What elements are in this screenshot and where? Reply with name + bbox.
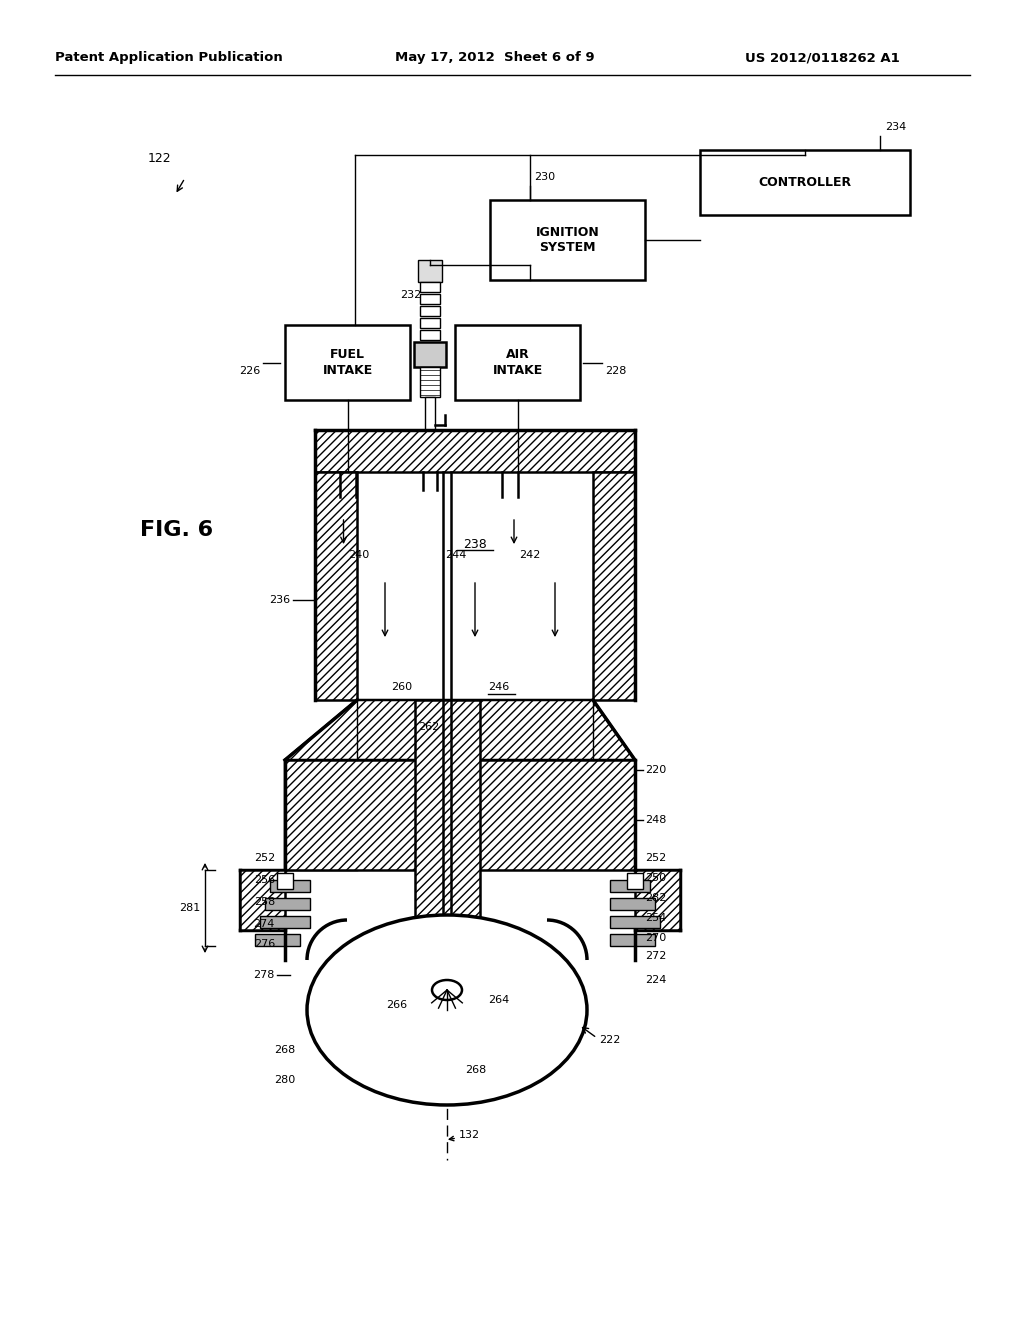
Text: Patent Application Publication: Patent Application Publication [55, 51, 283, 65]
Bar [260, 916, 310, 928]
Bar [270, 880, 310, 892]
Bar [425, 397, 435, 432]
Text: 276: 276 [254, 939, 275, 949]
Text: 268: 268 [273, 1045, 295, 1055]
Text: 122: 122 [148, 152, 172, 165]
Text: 274: 274 [254, 919, 275, 929]
Text: 248: 248 [645, 814, 667, 825]
Bar [240, 870, 285, 931]
Text: 236: 236 [269, 595, 290, 605]
Text: 240: 240 [348, 550, 370, 560]
Text: May 17, 2012  Sheet 6 of 9: May 17, 2012 Sheet 6 of 9 [395, 51, 595, 65]
Text: 230: 230 [534, 172, 555, 182]
Polygon shape [285, 700, 357, 870]
Text: 278: 278 [254, 970, 275, 979]
Bar [420, 306, 440, 315]
Text: 258: 258 [254, 898, 275, 907]
Ellipse shape [432, 979, 462, 1001]
Ellipse shape [307, 915, 587, 1105]
Ellipse shape [307, 915, 587, 1105]
Text: 268: 268 [465, 1065, 486, 1074]
Text: 254: 254 [645, 913, 667, 923]
Text: 220: 220 [645, 766, 667, 775]
Text: 234: 234 [885, 121, 906, 132]
Text: 260: 260 [391, 682, 412, 692]
Bar [420, 367, 440, 397]
Bar [610, 880, 650, 892]
Polygon shape [415, 700, 480, 970]
Text: 252: 252 [645, 853, 667, 863]
Bar [490, 201, 645, 280]
Polygon shape [285, 700, 635, 760]
Bar [414, 342, 446, 367]
Bar [593, 473, 635, 700]
Bar [627, 873, 643, 888]
Text: 250: 250 [645, 873, 667, 883]
Bar [700, 150, 910, 215]
Text: 282: 282 [645, 894, 667, 903]
Text: FIG. 6: FIG. 6 [140, 520, 213, 540]
Text: 242: 242 [519, 550, 541, 560]
Text: FUEL
INTAKE: FUEL INTAKE [323, 348, 373, 376]
Bar [420, 330, 440, 341]
Text: CONTROLLER: CONTROLLER [759, 176, 852, 189]
Bar [420, 282, 440, 292]
Text: 222: 222 [599, 1035, 621, 1045]
Text: 224: 224 [645, 975, 667, 985]
Text: 264: 264 [488, 995, 509, 1005]
Text: 226: 226 [239, 366, 260, 375]
Text: 280: 280 [273, 1074, 295, 1085]
Bar [418, 260, 442, 282]
Bar [315, 430, 635, 473]
Text: 262: 262 [418, 722, 439, 733]
Text: 256: 256 [254, 875, 275, 884]
Text: 228: 228 [605, 366, 627, 375]
Bar [315, 473, 357, 700]
Text: AIR
INTAKE: AIR INTAKE [493, 348, 543, 376]
Text: 266: 266 [386, 1001, 407, 1010]
Bar [265, 898, 310, 909]
Text: 252: 252 [254, 853, 275, 863]
Polygon shape [285, 760, 635, 870]
Text: 281: 281 [179, 903, 200, 913]
Ellipse shape [337, 940, 557, 1080]
Bar [285, 325, 410, 400]
Bar [420, 294, 440, 304]
Text: 132: 132 [459, 1130, 480, 1140]
Bar [278, 873, 293, 888]
Text: 272: 272 [645, 950, 667, 961]
Bar [610, 898, 655, 909]
Text: 270: 270 [645, 933, 667, 942]
Bar [455, 325, 580, 400]
Text: US 2012/0118262 A1: US 2012/0118262 A1 [745, 51, 900, 65]
Bar [420, 318, 440, 327]
Bar [610, 935, 655, 946]
Bar [610, 916, 660, 928]
Text: 246: 246 [488, 682, 509, 692]
Text: 238: 238 [463, 539, 486, 552]
Bar [255, 935, 300, 946]
Text: 244: 244 [445, 550, 466, 560]
Bar [635, 870, 680, 931]
Text: IGNITION
SYSTEM: IGNITION SYSTEM [536, 226, 599, 253]
Text: 232: 232 [400, 290, 421, 300]
